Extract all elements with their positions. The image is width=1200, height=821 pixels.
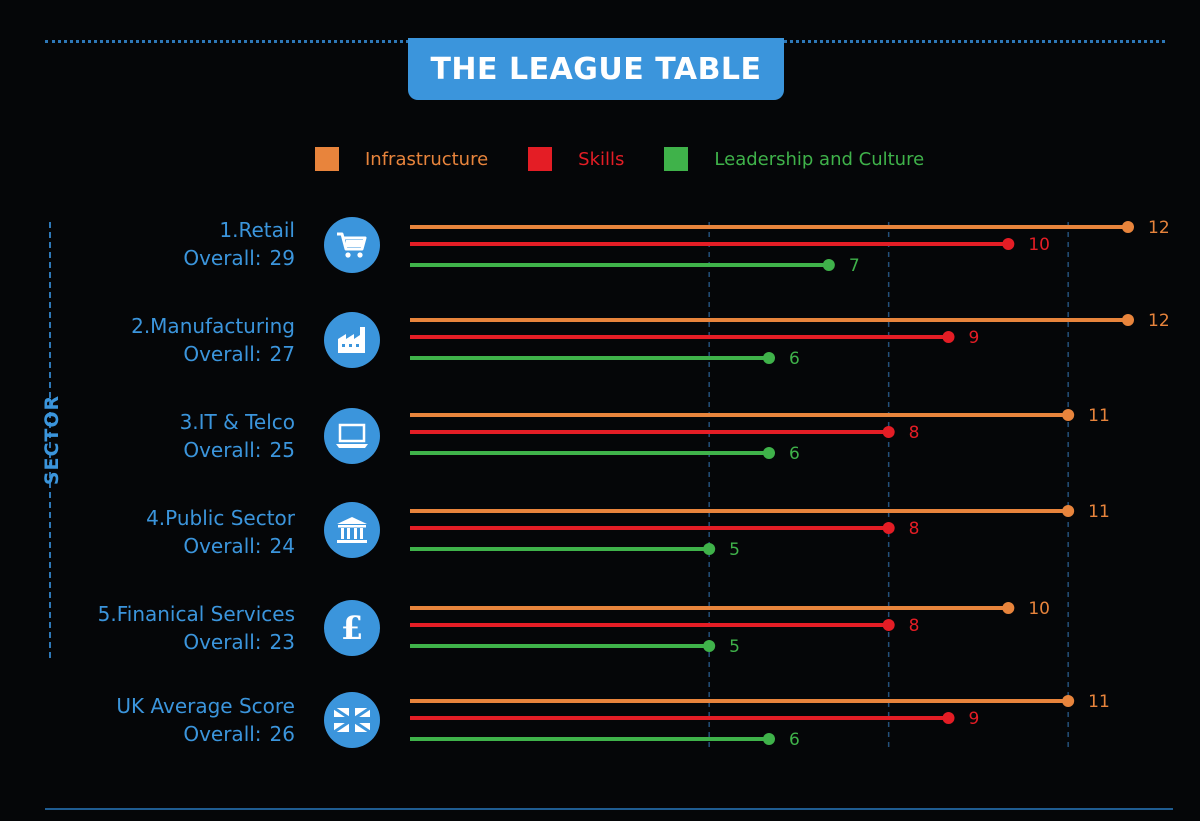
sector-label-uk-average: UK Average Score Overall: 26 [116, 692, 295, 748]
sector-overall: Overall: 24 [146, 532, 295, 560]
bar-end-dot-leadership [763, 733, 775, 745]
overall-prefix: Overall: [183, 722, 262, 746]
overall-prefix: Overall: [183, 246, 262, 270]
sector-label-it-telco: 3.IT & Telco Overall: 25 [180, 408, 295, 464]
data-label-leadership: 7 [849, 256, 860, 276]
overall-value: 27 [269, 342, 295, 366]
legend-swatch-infrastructure [315, 147, 339, 171]
legend: Infrastructure Skills Leadership and Cul… [315, 145, 964, 173]
sector-name: 4.Public Sector [146, 506, 295, 530]
data-label-leadership: 5 [729, 637, 740, 657]
bar-end-dot-infrastructure [1122, 221, 1134, 233]
overall-prefix: Overall: [183, 630, 262, 654]
sector-name: 1.Retail [219, 218, 295, 242]
bar-end-dot-skills [882, 619, 895, 631]
legend-item-infrastructure: Infrastructure [315, 147, 488, 171]
legend-label-infrastructure: Infrastructure [365, 148, 489, 170]
sector-overall: Overall: 27 [131, 340, 295, 368]
data-label-infrastructure: 11 [1088, 406, 1110, 426]
sector-name: 3.IT & Telco [179, 410, 295, 434]
data-label-infrastructure: 10 [1028, 599, 1050, 619]
overall-prefix: Overall: [183, 534, 262, 558]
data-label-skills: 10 [1028, 235, 1050, 255]
bar-end-dot-infrastructure [1122, 314, 1134, 326]
bar-end-dot-skills [882, 426, 895, 438]
bar-end-dot-leadership [763, 447, 775, 459]
sector-label-financial-services: 5.Finanical Services Overall: 23 [98, 600, 295, 656]
overall-prefix: Overall: [183, 342, 262, 366]
union-jack-flag-icon [324, 692, 380, 748]
chart-title: THE LEAGUE TABLE [408, 38, 784, 100]
bar-end-dot-skills [882, 522, 895, 534]
data-label-infrastructure: 11 [1088, 502, 1110, 522]
shopping-cart-icon [324, 217, 380, 273]
sector-overall: Overall: 29 [183, 244, 295, 272]
sector-overall: Overall: 25 [180, 436, 295, 464]
bar-end-dot-infrastructure [1062, 695, 1075, 707]
data-label-leadership: 6 [789, 444, 800, 464]
overall-value: 24 [269, 534, 295, 558]
sector-name: 5.Finanical Services [97, 602, 295, 626]
data-label-infrastructure: 12 [1148, 218, 1170, 238]
overall-value: 29 [269, 246, 295, 270]
government-building-icon [324, 502, 380, 558]
bar-end-dot-leadership [763, 352, 775, 364]
data-label-skills: 9 [969, 328, 980, 348]
sector-overall: Overall: 26 [116, 720, 295, 748]
legend-item-skills: Skills [528, 147, 624, 171]
bottom-rule [45, 808, 1173, 810]
sector-name: 2.Manufacturing [131, 314, 295, 338]
bar-end-dot-infrastructure [1062, 505, 1075, 517]
legend-swatch-skills [528, 147, 553, 171]
bar-end-dot-infrastructure [1062, 409, 1075, 421]
overall-prefix: Overall: [183, 438, 262, 462]
factory-icon [324, 312, 380, 368]
data-label-infrastructure: 11 [1088, 692, 1110, 712]
data-label-leadership: 5 [729, 540, 740, 560]
sector-axis-line [49, 222, 51, 658]
sector-overall: Overall: 23 [98, 628, 295, 656]
bar-end-dot-infrastructure [1002, 602, 1015, 614]
data-label-infrastructure: 12 [1148, 311, 1170, 331]
overall-value: 25 [269, 438, 295, 462]
bar-end-dot-skills [942, 712, 955, 724]
legend-label-skills: Skills [578, 148, 625, 170]
sector-name: UK Average Score [116, 694, 295, 718]
laptop-icon [324, 408, 380, 464]
sector-label-retail: 1.Retail Overall: 29 [183, 216, 295, 272]
sector-label-manufacturing: 2.Manufacturing Overall: 27 [131, 312, 295, 368]
legend-label-leadership: Leadership and Culture [714, 148, 925, 170]
data-label-leadership: 6 [789, 349, 800, 369]
legend-swatch-leadership [664, 147, 689, 171]
bar-end-dot-leadership [703, 543, 716, 555]
bar-end-dot-leadership [703, 640, 716, 652]
bar-end-dot-skills [1002, 238, 1015, 250]
data-label-skills: 8 [909, 423, 920, 443]
bar-end-dot-leadership [822, 259, 835, 271]
legend-item-leadership: Leadership and Culture [664, 147, 924, 171]
data-label-skills: 9 [969, 709, 980, 729]
data-label-skills: 8 [909, 519, 920, 539]
bar-end-dot-skills [942, 331, 955, 343]
sector-label-public-sector: 4.Public Sector Overall: 24 [146, 504, 295, 560]
data-label-skills: 8 [909, 616, 920, 636]
pound-sign-icon: £ [324, 600, 380, 656]
overall-value: 26 [269, 722, 295, 746]
overall-value: 23 [269, 630, 295, 654]
data-label-leadership: 6 [789, 730, 800, 750]
